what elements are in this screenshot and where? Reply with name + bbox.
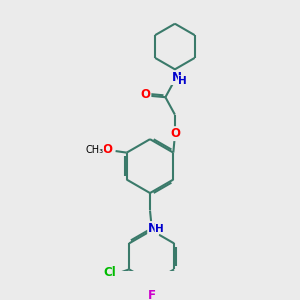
Text: H: H bbox=[155, 224, 164, 233]
Text: O: O bbox=[170, 127, 180, 140]
Text: CH₃: CH₃ bbox=[85, 145, 103, 155]
Text: O: O bbox=[140, 88, 150, 100]
Text: N: N bbox=[172, 71, 182, 84]
Text: O: O bbox=[102, 143, 112, 156]
Text: H: H bbox=[178, 76, 187, 86]
Text: N: N bbox=[148, 222, 158, 235]
Text: F: F bbox=[148, 289, 156, 300]
Text: Cl: Cl bbox=[104, 266, 116, 279]
